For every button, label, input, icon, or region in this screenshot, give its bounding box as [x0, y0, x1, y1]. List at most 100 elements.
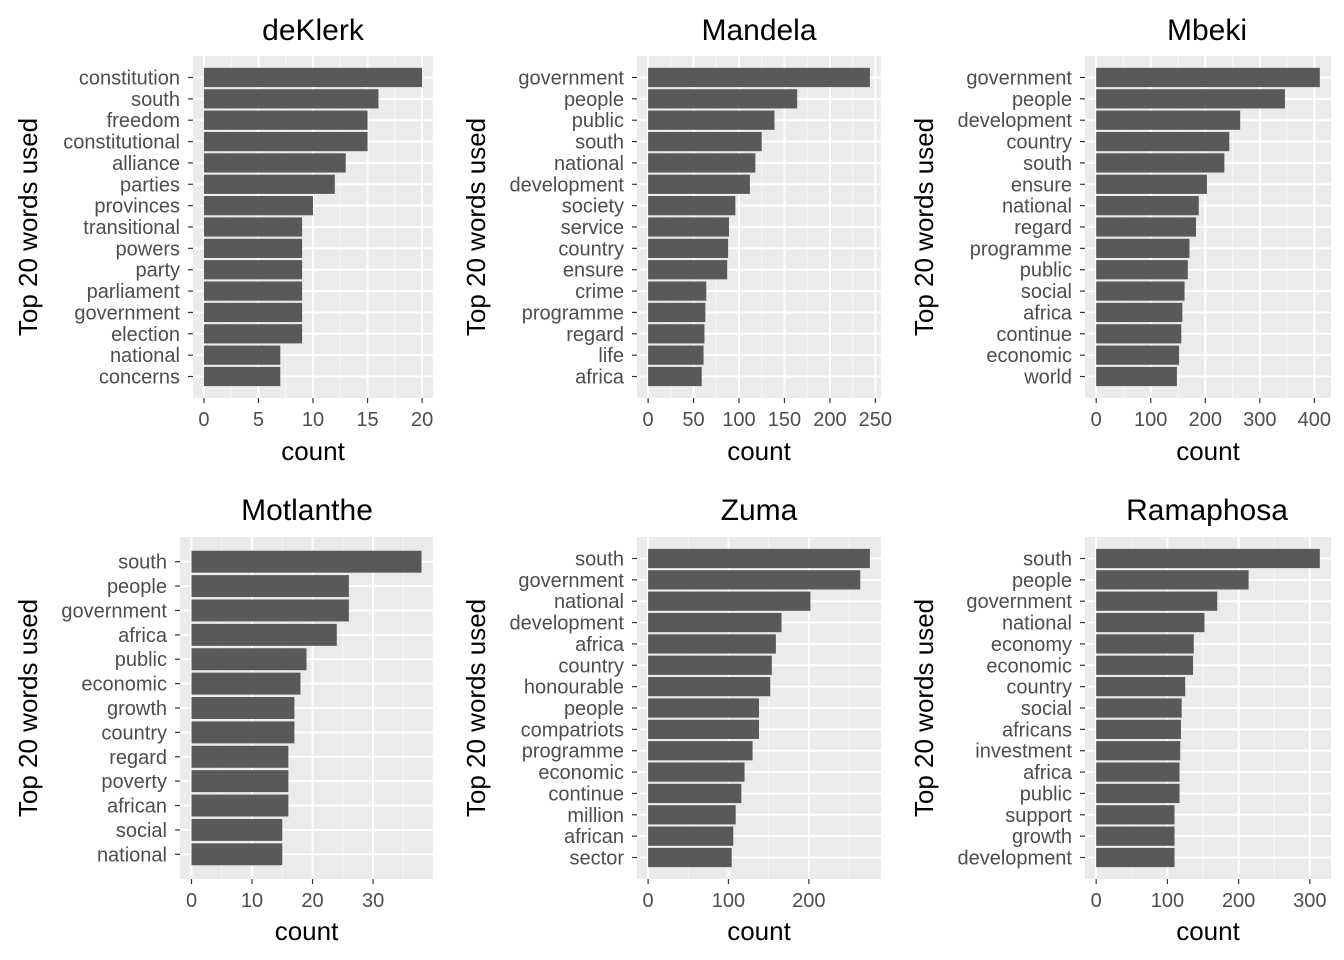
- bar-people: [648, 89, 798, 109]
- x-tick-label: 0: [186, 890, 197, 912]
- category-label: national: [554, 153, 624, 175]
- bar-south: [1096, 548, 1320, 569]
- bar-government: [1096, 67, 1320, 88]
- x-tick-label: 200: [813, 409, 846, 431]
- category-label: african: [107, 796, 167, 818]
- bar-national: [1096, 196, 1199, 216]
- bar-investment: [1096, 741, 1181, 761]
- category-label: programme: [970, 238, 1072, 260]
- category-label: ensure: [563, 260, 624, 282]
- bar-country: [1096, 677, 1186, 697]
- category-label: parliament: [87, 281, 181, 303]
- category-label: national: [1002, 196, 1072, 218]
- bar-support: [1096, 805, 1175, 825]
- category-label: growth: [107, 698, 167, 720]
- bar-continue: [1096, 324, 1182, 344]
- category-label: development: [509, 174, 624, 196]
- bar-people: [648, 698, 759, 718]
- category-label: poverty: [101, 771, 167, 793]
- bar-transitional: [203, 217, 303, 237]
- category-label: continue: [996, 324, 1072, 346]
- x-tick-label: 0: [198, 409, 209, 431]
- category-label: people: [564, 89, 624, 111]
- x-axis-label: count: [275, 916, 339, 946]
- panel-title: Motlanthe: [241, 494, 373, 527]
- bar-public: [1096, 260, 1188, 280]
- bar-million: [648, 805, 736, 825]
- bar-parliament: [203, 281, 303, 301]
- bar-south: [191, 550, 422, 573]
- category-label: election: [111, 324, 180, 346]
- bar-people: [191, 575, 349, 598]
- category-label: support: [1005, 805, 1072, 827]
- x-tick-label: 5: [253, 409, 264, 431]
- category-label: south: [1023, 548, 1072, 570]
- category-label: country: [1006, 132, 1072, 154]
- category-label: constitutional: [63, 132, 180, 154]
- category-label: people: [1012, 570, 1072, 592]
- bar-party: [203, 260, 303, 280]
- category-label: africa: [1023, 762, 1073, 784]
- y-axis-label: Top 20 words used: [909, 118, 939, 336]
- category-label: government: [61, 600, 167, 622]
- y-axis-label: Top 20 words used: [13, 118, 43, 336]
- facet-panel-deklerk: 0 5 10 15 20 constitutionsouthfreedomconstitu…: [13, 14, 433, 466]
- category-label: continue: [548, 783, 624, 805]
- bar-development: [1096, 110, 1241, 130]
- bar-world: [1096, 366, 1177, 387]
- category-label: african: [564, 826, 624, 848]
- category-label: public: [1020, 783, 1072, 805]
- bar-regard: [1096, 217, 1196, 237]
- bar-country: [191, 721, 295, 744]
- bar-south: [648, 131, 762, 152]
- x-tick-label: 100: [712, 890, 745, 912]
- bar-government: [648, 67, 870, 88]
- category-label: south: [575, 132, 624, 154]
- bar-economy: [1096, 634, 1194, 654]
- bar-development: [648, 612, 782, 633]
- bar-programme: [648, 302, 706, 323]
- bar-economic: [191, 672, 301, 695]
- category-label: regard: [1014, 217, 1072, 239]
- category-label: million: [567, 805, 624, 827]
- category-label: africans: [1002, 719, 1072, 741]
- category-label: national: [1002, 613, 1072, 635]
- bar-south: [203, 89, 379, 109]
- category-label: public: [1020, 260, 1072, 282]
- category-label: social: [1021, 281, 1072, 303]
- bar-social: [1096, 281, 1185, 301]
- x-tick-label: 150: [768, 409, 801, 431]
- x-tick-label: 250: [859, 409, 892, 431]
- category-label: social: [1021, 698, 1072, 720]
- category-label: south: [118, 552, 167, 574]
- category-label: people: [1012, 89, 1072, 111]
- category-label: alliance: [112, 153, 180, 175]
- bar-government: [203, 302, 303, 323]
- bar-regard: [648, 324, 705, 344]
- bar-development: [1096, 847, 1175, 868]
- category-label: provinces: [94, 196, 180, 218]
- category-label: economy: [991, 634, 1072, 656]
- category-label: people: [564, 698, 624, 720]
- bar-africa: [1096, 762, 1180, 782]
- x-tick-label: 100: [1134, 409, 1167, 431]
- category-label: south: [575, 548, 624, 570]
- bar-regard: [191, 745, 289, 768]
- x-axis-label: count: [1176, 436, 1240, 466]
- bar-government: [648, 570, 861, 590]
- bar-economic: [1096, 345, 1180, 365]
- panel-title: Mandela: [701, 14, 816, 47]
- category-label: society: [562, 196, 624, 218]
- x-tick-label: 15: [356, 409, 378, 431]
- category-label: public: [115, 649, 167, 671]
- bar-society: [648, 196, 736, 216]
- bar-government: [1096, 591, 1218, 611]
- facet-panel-mbeki: 0 100 200 300 400 governmentpeopledevelopment…: [909, 14, 1331, 466]
- category-label: economic: [538, 762, 624, 784]
- category-label: programme: [522, 741, 624, 763]
- category-label: government: [966, 67, 1072, 89]
- category-label: national: [554, 591, 624, 613]
- x-tick-label: 300: [1243, 409, 1276, 431]
